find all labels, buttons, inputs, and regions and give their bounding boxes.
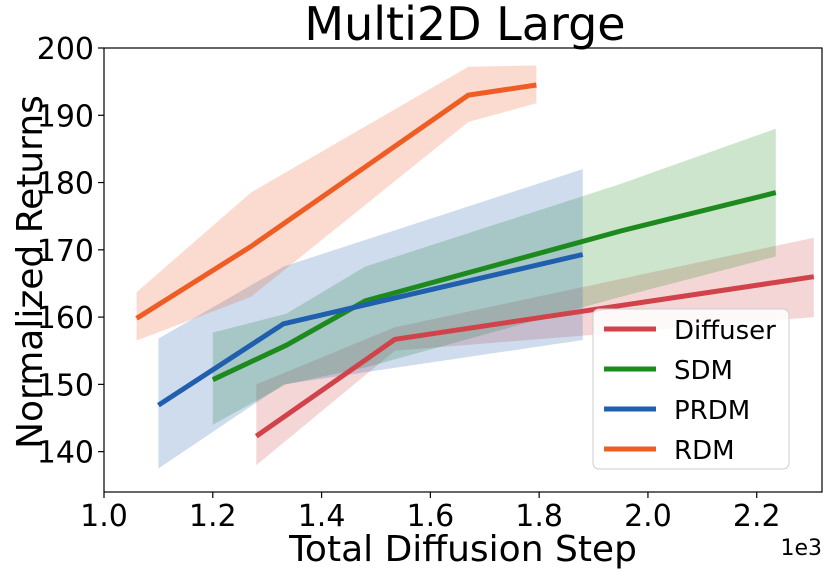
y-tick-label: 170 bbox=[37, 234, 94, 269]
plot-frame bbox=[103, 47, 823, 493]
y-tick-label: 160 bbox=[37, 301, 94, 336]
band-prdm bbox=[158, 169, 583, 469]
y-axis-label: Normalized Returns bbox=[10, 95, 51, 449]
y-tick-label: 180 bbox=[37, 167, 94, 202]
y-tick-label: 150 bbox=[37, 368, 94, 403]
y-tick-label: 190 bbox=[37, 99, 94, 134]
x-axis-offset: 1e3 bbox=[780, 536, 822, 561]
x-tick-label: 2.2 bbox=[733, 499, 781, 534]
x-tick-label: 1.2 bbox=[189, 499, 237, 534]
chart-title: Multi2D Large bbox=[304, 0, 625, 51]
x-tick-label: 2.0 bbox=[624, 499, 672, 534]
legend: Diffuser SDM PRDM RDM bbox=[592, 308, 790, 470]
x-tick-label: 1.6 bbox=[407, 499, 455, 534]
series-lines bbox=[135, 82, 815, 439]
band-rdm bbox=[136, 65, 537, 341]
x-axis-label: Total Diffusion Step bbox=[288, 529, 637, 570]
legend-label-rdm: RDM bbox=[674, 436, 735, 466]
legend-label-diffuser: Diffuser bbox=[674, 316, 776, 346]
band-diffuser bbox=[256, 237, 814, 466]
x-axis: 1.0 1.2 1.4 1.6 1.8 2.0 2.2 bbox=[80, 492, 781, 534]
legend-label-prdm: PRDM bbox=[674, 396, 750, 426]
line-rdm bbox=[135, 82, 537, 321]
x-tick-label: 1.0 bbox=[80, 499, 128, 534]
x-tick-label: 1.4 bbox=[298, 499, 346, 534]
y-axis: 140 150 160 170 180 190 200 bbox=[37, 32, 104, 471]
x-tick-label: 1.8 bbox=[515, 499, 563, 534]
legend-box bbox=[592, 308, 790, 470]
legend-label-sdm: SDM bbox=[674, 356, 733, 386]
y-tick-label: 200 bbox=[37, 32, 94, 67]
y-tick-label: 140 bbox=[37, 436, 94, 471]
